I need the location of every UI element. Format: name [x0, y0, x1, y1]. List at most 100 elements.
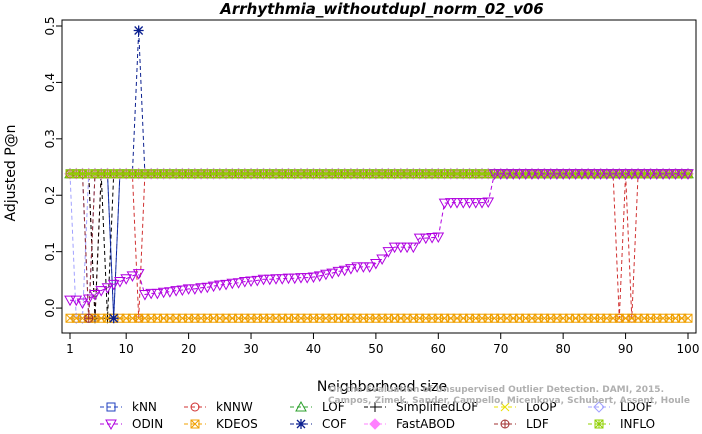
data-point-odin: [120, 274, 133, 285]
data-point-odin: [650, 169, 663, 180]
x-tick-label: 10: [119, 342, 134, 356]
data-point-odin: [501, 169, 513, 180]
data-point-odin: [613, 169, 626, 180]
data-point-odin: [363, 262, 376, 273]
data-point-odin: [170, 286, 182, 297]
data-point-odin: [257, 274, 270, 286]
data-point-odin: [625, 169, 638, 180]
series-ldf: [65, 169, 693, 323]
legend-label: LoOP: [526, 400, 557, 414]
x-tick-label: 1: [66, 342, 74, 356]
legend-marker: [190, 402, 200, 412]
data-point-odin: [582, 169, 594, 180]
plot-frame: [61, 19, 697, 334]
data-point-odin: [251, 275, 264, 287]
legend-label: SimplifiedLOF: [396, 400, 478, 414]
data-point-odin: [326, 268, 339, 280]
data-point-odin: [132, 269, 145, 280]
data-point-odin: [675, 169, 688, 180]
data-point-odin: [295, 273, 307, 284]
data-point-odin: [488, 169, 501, 180]
data-point-odin: [644, 169, 657, 180]
data-point-odin: [232, 278, 245, 289]
data-point-odin: [469, 198, 482, 209]
data-point-odin: [451, 198, 463, 209]
data-point-odin: [507, 169, 520, 180]
data-point-cof: [133, 25, 144, 36]
series-kdeos: [65, 313, 693, 323]
data-point-odin: [370, 259, 382, 270]
x-tick-label: 70: [493, 342, 508, 356]
y-tick-label: 0.0: [43, 299, 57, 318]
legend-marker: [295, 400, 307, 412]
data-point-odin: [407, 242, 420, 254]
legend-item-ldf: LDF: [494, 417, 549, 431]
data-point-odin: [388, 242, 401, 254]
legend-marker: [106, 402, 116, 412]
data-point-odin: [607, 169, 619, 180]
data-point-odin: [332, 266, 345, 278]
data-point-odin: [307, 272, 320, 284]
legend-item-loop: LoOP: [494, 400, 557, 414]
legend-label: LOF: [322, 400, 345, 414]
legend-item-lof: LOF: [290, 400, 345, 414]
x-axis-label: Neighborhood size: [317, 379, 447, 395]
data-point-odin: [176, 285, 189, 297]
data-point-ldof: [76, 312, 89, 324]
data-point-odin: [238, 277, 251, 288]
legend-marker: [105, 419, 117, 431]
data-point-odin: [557, 169, 570, 180]
data-point-odin: [457, 198, 470, 209]
legend-item-kdeos: KDEOS: [184, 417, 258, 431]
data-point-odin: [207, 281, 220, 293]
legend-item-knnw: kNNW: [184, 400, 253, 414]
data-point-odin: [544, 169, 557, 180]
data-point-odin: [569, 169, 582, 180]
data-point-odin: [419, 233, 432, 245]
series-ldof: [64, 168, 694, 324]
legend-marker: [500, 402, 510, 412]
data-point-odin: [619, 169, 632, 180]
legend-label: kNNW: [216, 400, 253, 414]
citation-line-1: On the Evaluation of Unsupervised Outlie…: [329, 385, 664, 395]
data-point-odin: [519, 169, 532, 180]
data-point-odin: [201, 282, 214, 294]
data-point-odin: [145, 288, 158, 300]
x-tick-label: 30: [243, 342, 258, 356]
data-point-odin: [220, 279, 232, 291]
y-tick-label: 0.2: [43, 186, 57, 205]
legend-label: INFLO: [620, 417, 655, 431]
data-point-odin: [82, 294, 95, 306]
data-point-odin: [600, 169, 613, 180]
data-point-cof: [108, 313, 119, 324]
data-point-odin: [288, 273, 301, 285]
data-point-odin: [270, 274, 282, 285]
legend-marker: [594, 419, 604, 429]
data-point-odin: [345, 264, 357, 275]
data-point-odin: [532, 169, 545, 180]
data-point-odin: [426, 233, 438, 244]
data-point-odin: [476, 198, 488, 209]
legend-item-fastabod: FastABOD: [364, 417, 455, 431]
y-tick-label: 0.4: [43, 73, 57, 92]
data-point-kdeos: [683, 313, 693, 323]
data-point-odin: [526, 169, 538, 180]
data-point-odin: [182, 284, 195, 295]
data-point-ldf: [84, 313, 94, 323]
data-point-odin: [538, 169, 551, 180]
data-point-odin: [682, 169, 694, 180]
legend-marker: [500, 419, 510, 429]
data-point-odin: [588, 169, 601, 180]
data-point-odin: [513, 169, 526, 180]
plot-area: 1 10 20 30 40 50 60 70 80 90 100 0.0 0.1 0.2 0.3 0.4 0.5: [43, 16, 699, 356]
data-point-odin: [382, 247, 395, 258]
series-simplifiedlof: [65, 168, 693, 324]
data-point-odin: [226, 278, 239, 290]
data-point-odin: [401, 242, 413, 254]
data-point-odin: [101, 283, 114, 294]
data-point-odin: [245, 276, 257, 288]
data-point-odin: [157, 287, 170, 299]
data-point-odin: [320, 269, 332, 281]
data-point-odin: [276, 274, 289, 285]
